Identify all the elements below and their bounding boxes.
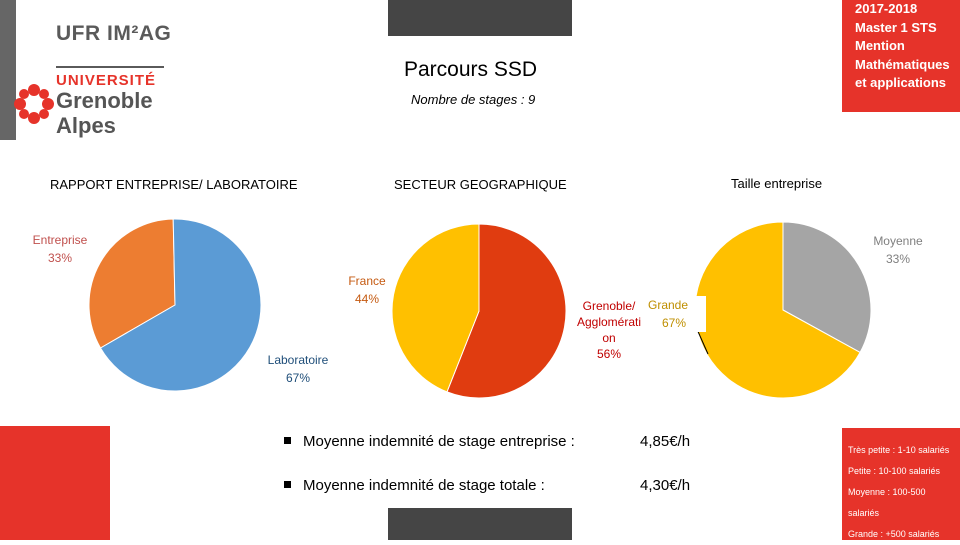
legend-medium: Moyenne : 100-500: [848, 487, 926, 497]
program-info-box: [842, 0, 960, 112]
size-legend-box: [842, 428, 960, 540]
page-title: Parcours SSD: [404, 58, 538, 81]
slice-label-entreprise: Entreprise 33%: [32, 233, 88, 265]
bullet-icon: [284, 436, 291, 444]
pie-chart-company-size: [694, 221, 872, 399]
stat-row-total: Moyenne indemnité de stage totale :: [284, 477, 545, 494]
pie-slice: [782, 221, 872, 354]
stat-value-total: 4,30€/h: [640, 477, 691, 494]
chart2-title: SECTEUR GEOGRAPHIQUE: [394, 177, 567, 192]
slice-label-laboratoire: Laboratoire 67%: [267, 353, 329, 385]
stat-row-company: Moyenne indemnité de stage entreprise :: [284, 433, 575, 450]
page-subtitle: Nombre de stages : 9: [411, 92, 536, 107]
legend-large: Grande : +500 salariés: [848, 529, 940, 539]
program-year: 2017-2018: [855, 1, 918, 16]
left-decor-panel: [0, 0, 16, 140]
pie-charts-canvas: [88, 218, 872, 399]
program-discipline-suffix: et applications: [855, 75, 947, 90]
stat-label-company: Moyenne indemnité de stage entreprise :: [303, 433, 575, 450]
program-mention: Mention: [855, 38, 905, 53]
legend-small: Petite : 10-100 salariés: [848, 466, 941, 476]
slice-label-grenoble: Grenoble/ Agglomérati on 56%: [576, 299, 642, 361]
stat-value-company: 4,85€/h: [640, 433, 691, 450]
pie-slice: [446, 223, 567, 399]
legend-very-small: Très petite : 1-10 salariés: [848, 445, 950, 455]
bottom-decor-bar: [388, 508, 572, 540]
pie-chart-geographic: [391, 223, 567, 399]
slice-label-grande: Grande 67%: [648, 296, 706, 332]
logo-city-grenoble: Grenoble: [56, 88, 153, 113]
bottom-left-decor: [0, 426, 110, 540]
program-discipline: Mathématiques: [855, 56, 950, 72]
university-flower-icon: [14, 84, 54, 124]
chart1-title: RAPPORT ENTREPRISE/ LABORATOIRE: [50, 177, 298, 192]
logo-city-alpes: Alpes: [56, 113, 116, 138]
logo-divider: [56, 66, 164, 68]
top-decor-bar: [388, 0, 572, 36]
logo-university-text: UNIVERSITÉ: [56, 72, 157, 89]
bullet-icon: [284, 480, 291, 488]
slice-label-moyenne: Moyenne 33%: [873, 234, 923, 266]
chart3-title: Taille entreprise: [731, 176, 823, 191]
pie-slice: [99, 218, 262, 392]
legend-medium-cont: salariés: [848, 508, 880, 518]
logo-ufr-text: UFR IM²AG: [56, 22, 172, 45]
stat-label-total: Moyenne indemnité de stage totale :: [303, 477, 545, 494]
program-level: Master 1 STS: [855, 19, 937, 35]
pie-slice: [88, 218, 176, 349]
pie-slice: [694, 221, 861, 399]
pie-slice: [391, 223, 480, 393]
size-legend-text: Très petite : 1-10 salariés Petite : 10-…: [848, 440, 960, 545]
pie-chart-company-lab: [88, 218, 262, 392]
program-info-text: 2017-2018 Master 1 STS Mention Mathémati…: [855, 0, 960, 93]
slice-label-france: France 44%: [348, 274, 386, 306]
